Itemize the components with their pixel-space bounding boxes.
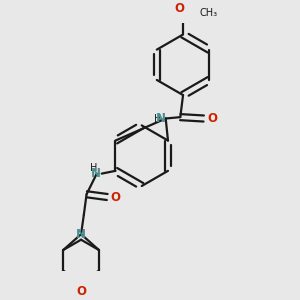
Text: N: N (156, 112, 166, 125)
Text: H: H (90, 163, 98, 173)
Text: CH₃: CH₃ (200, 8, 218, 18)
Text: H: H (154, 113, 162, 124)
Text: N: N (91, 167, 101, 180)
Text: O: O (175, 2, 185, 15)
Text: O: O (207, 112, 217, 125)
Text: O: O (76, 285, 86, 298)
Text: O: O (111, 190, 121, 203)
Text: N: N (76, 228, 86, 241)
